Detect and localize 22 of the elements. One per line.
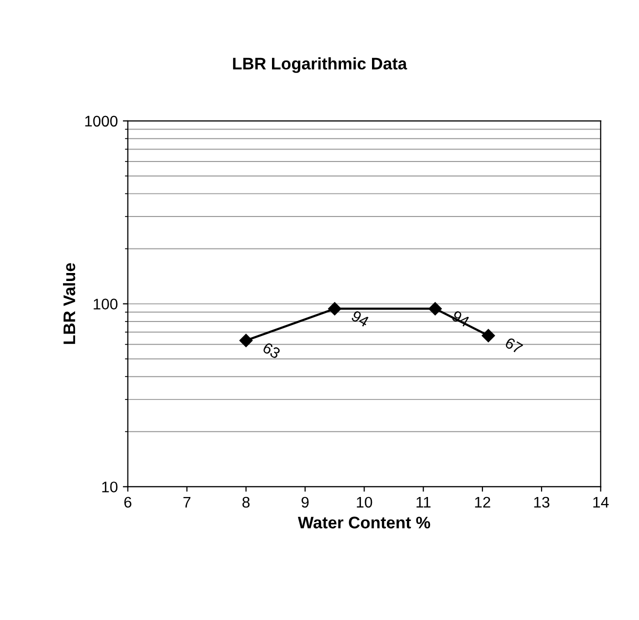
x-tick-label: 11 <box>416 496 431 508</box>
point <box>239 334 253 348</box>
data-label: 63 <box>262 342 281 360</box>
y-tick-label: 1000 <box>85 116 118 127</box>
x-tick-label: 12 <box>475 496 490 508</box>
x-tick-label: 13 <box>534 496 550 508</box>
x-tick-label: 6 <box>124 496 132 508</box>
y-axis-title: LBR Value <box>63 263 76 344</box>
data-label: 94 <box>350 310 370 328</box>
x-tick-label: 10 <box>356 496 372 508</box>
point <box>328 302 342 316</box>
x-axis-title: Water Content % <box>298 516 430 528</box>
data-label: 67 <box>504 337 524 354</box>
y-tick-label: 100 <box>94 298 118 310</box>
x-tick-label: 9 <box>302 496 309 508</box>
point <box>482 329 495 342</box>
chart-title: LBR Logarithmic Data <box>233 57 408 73</box>
x-tick-label: 8 <box>242 496 250 508</box>
point <box>428 302 442 316</box>
y-tick-label: 10 <box>102 482 118 492</box>
x-tick-label: 7 <box>183 496 190 508</box>
x-tick-label: 14 <box>593 496 609 508</box>
